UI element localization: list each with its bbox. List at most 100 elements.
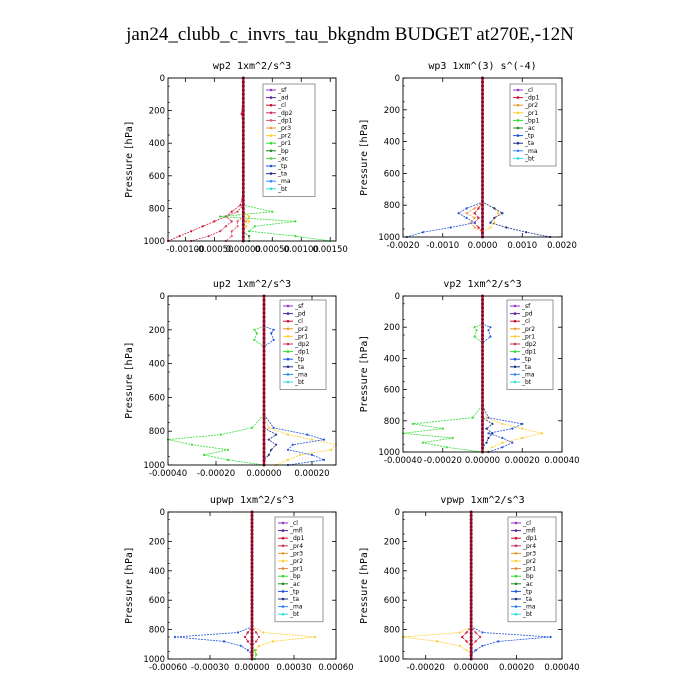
legend-marker <box>269 141 273 145</box>
y-axis-label: Pressure [hPa] <box>359 547 370 624</box>
legend-marker <box>514 582 518 586</box>
zero-trace-point <box>481 112 484 116</box>
zero-trace-point <box>262 438 266 442</box>
legend-label: _pr1 <box>524 110 538 117</box>
zero-trace-point <box>241 96 245 100</box>
zero-trace-point <box>481 136 484 140</box>
zero-trace-point <box>481 431 484 434</box>
zero-trace-point <box>481 211 484 215</box>
zero-trace-point <box>262 345 266 349</box>
plot-frame <box>402 77 563 238</box>
series-point-dp1 <box>471 416 474 419</box>
zero-trace-point <box>469 543 473 547</box>
legend-marker <box>513 304 517 308</box>
zero-trace-point <box>481 446 484 450</box>
y-tick-label: 600 <box>384 596 400 606</box>
zero-trace-point <box>481 302 484 306</box>
series-point-dp1 <box>246 640 249 643</box>
legend-label: _tp <box>277 163 287 170</box>
zero-trace-point <box>481 148 484 152</box>
series-point-dp1 <box>445 446 448 449</box>
series-point-ta <box>501 212 504 215</box>
zero-trace-point <box>481 380 484 384</box>
zero-trace-point <box>469 561 473 565</box>
zero-trace-point <box>262 408 266 412</box>
zero-trace-point <box>241 92 245 96</box>
legend-label: _ac <box>524 125 535 132</box>
y-tick-label: 0 <box>395 508 400 518</box>
series-point-pr1 <box>219 215 222 218</box>
zero-trace-point <box>241 182 245 186</box>
zero-trace-point <box>469 576 473 580</box>
legend-marker <box>516 134 520 137</box>
zero-trace-point <box>481 104 484 108</box>
legend-label: _ac <box>289 581 300 588</box>
zero-trace-point <box>262 362 266 366</box>
zero-trace-point <box>262 387 266 391</box>
series-point-pr1 <box>541 432 544 435</box>
series-point-dp1 <box>253 328 256 331</box>
series-point-ta <box>493 207 496 210</box>
zero-trace-point <box>250 580 254 584</box>
zero-trace-point <box>262 311 266 315</box>
x-tick-label: 0.0010 <box>507 241 537 251</box>
zero-trace-point <box>262 404 266 408</box>
legend-marker <box>286 350 290 353</box>
zero-trace-point <box>469 565 473 569</box>
x-tick-label: -0.0020 <box>387 241 420 251</box>
zero-trace-point <box>469 598 473 602</box>
legend-label: _dp1 <box>294 349 310 356</box>
legend-marker <box>269 119 273 122</box>
legend-marker <box>269 134 273 137</box>
series-point-dp2 <box>236 210 239 213</box>
series-point-ta <box>267 438 270 441</box>
zero-trace-point <box>481 159 484 163</box>
legend-label: _pr2 <box>524 102 538 109</box>
zero-trace-point <box>250 543 254 547</box>
series-point-tp <box>487 416 490 419</box>
legend-box <box>262 83 316 197</box>
series-point-dp1 <box>477 207 480 210</box>
zero-trace-point <box>250 650 254 654</box>
legend-label: _pr3 <box>277 125 291 132</box>
plot-frame <box>402 295 563 453</box>
zero-trace-point <box>469 517 473 521</box>
legend-label: _pr1 <box>294 333 308 340</box>
zero-trace-point <box>481 321 484 325</box>
series-point-tp <box>236 631 240 634</box>
plot-frame <box>402 511 563 660</box>
series-point-ta <box>491 432 494 435</box>
series-point-tp <box>474 649 477 652</box>
series-point-pr4 <box>255 631 258 634</box>
legend-marker <box>281 597 285 601</box>
legend-label: _dp1 <box>277 117 293 124</box>
zero-trace-point <box>469 609 473 613</box>
zero-trace-point <box>469 606 473 610</box>
series-point-dp1 <box>230 235 233 238</box>
series-point-pr2 <box>458 644 461 647</box>
series-point-ta <box>267 453 270 456</box>
series-line-tp <box>406 78 483 238</box>
y-tick-label: 600 <box>149 393 165 403</box>
zero-trace-point <box>481 116 484 120</box>
legend-label: _cl <box>294 318 303 325</box>
zero-trace-point <box>469 572 473 576</box>
zero-trace-point <box>241 186 245 190</box>
zero-trace-point <box>481 167 484 171</box>
legend-label: _bt <box>277 186 288 193</box>
plot-frame <box>167 77 337 242</box>
series-point-ta <box>485 427 488 430</box>
legend-marker <box>513 327 517 331</box>
legend-label: _bt <box>521 379 532 386</box>
zero-trace-point <box>262 307 266 311</box>
series-point-ta <box>489 221 492 224</box>
series-point-tp <box>173 635 177 639</box>
x-tick-label: 0.00150 <box>313 245 348 255</box>
series-point-tp <box>322 458 326 461</box>
series-point-pr1 <box>298 453 302 456</box>
y-tick-label: 400 <box>149 360 165 370</box>
legend-label: _ta <box>521 364 531 371</box>
series-point-dp2 <box>219 230 222 233</box>
zero-trace-point <box>250 609 254 613</box>
x-tick-label: 0.00040 <box>544 456 579 466</box>
